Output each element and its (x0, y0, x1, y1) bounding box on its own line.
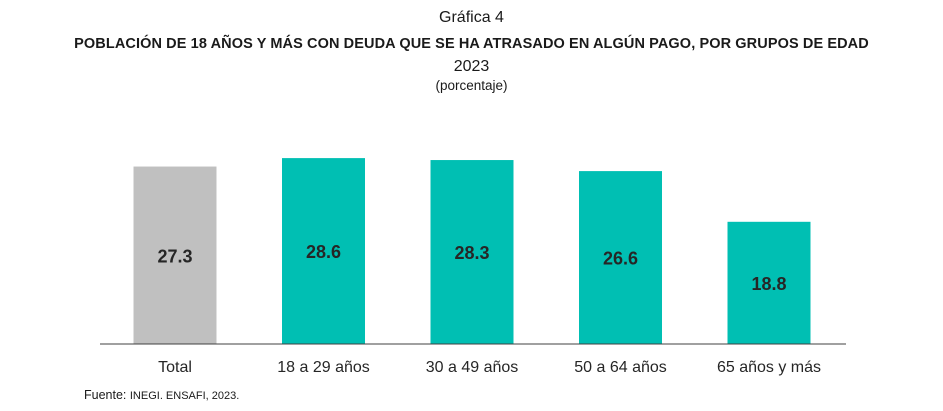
chart-title: POBLACIÓN DE 18 AÑOS Y MÁS CON DEUDA QUE… (74, 36, 869, 52)
source-note: Fuente: INEGI. ENSAFI, 2023. (84, 388, 239, 402)
data-label-4: 26.6 (603, 249, 638, 269)
bar-4 (579, 171, 662, 344)
chart-year: 2023 (453, 58, 490, 75)
data-label-5: 18.8 (751, 274, 786, 294)
data-label-3: 28.3 (454, 243, 489, 263)
bar-2 (282, 158, 365, 344)
data-label-1: 27.3 (157, 246, 192, 266)
bar-3 (430, 160, 514, 344)
chart-label: Gráfica 4 (439, 9, 504, 26)
bar-5 (727, 221, 811, 344)
category-label-4: 50 a 64 años (574, 359, 667, 376)
source-prefix: Fuente: (84, 388, 127, 402)
bar-1 (133, 166, 217, 344)
chart-unit: (porcentaje) (435, 78, 508, 93)
data-label-2: 28.6 (306, 242, 341, 262)
category-label-3: 30 a 49 años (426, 359, 519, 376)
category-label-2: 18 a 29 años (277, 359, 370, 376)
source-text: INEGI. ENSAFI, 2023. (129, 390, 240, 402)
category-label-5: 65 años y más (717, 359, 821, 376)
category-label-1: Total (158, 359, 192, 376)
